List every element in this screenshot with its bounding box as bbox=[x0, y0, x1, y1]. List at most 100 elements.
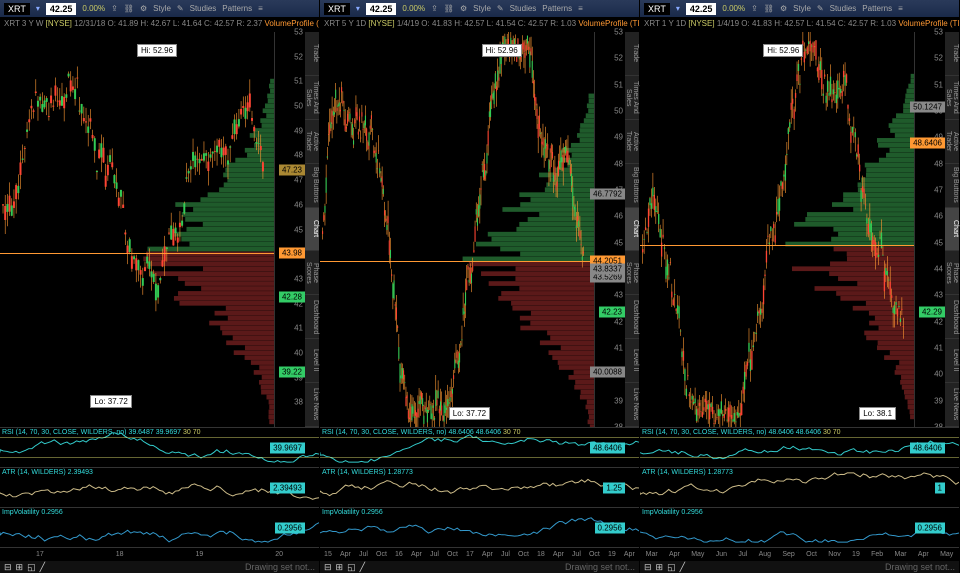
zoom-in-icon[interactable]: ⊞ bbox=[336, 562, 344, 573]
toolbar: XRT ▾ 42.25 0.00% ⇪ ⛓ ⚙ Style ✎ Studies … bbox=[0, 0, 319, 18]
iv-indicator[interactable]: ImpVolatility 0.2956 0.2956 bbox=[0, 507, 319, 547]
sidebar-tab[interactable]: Trade bbox=[625, 32, 639, 76]
price-chart[interactable]: Hi: 52.96Lo: 38.1 bbox=[640, 32, 915, 427]
high-label: Hi: 52.96 bbox=[763, 44, 803, 57]
menu-icon[interactable]: ≡ bbox=[258, 4, 263, 13]
menu-icon[interactable]: ≡ bbox=[578, 4, 583, 13]
iv-indicator[interactable]: ImpVolatility 0.2956 0.2956 bbox=[640, 507, 959, 547]
indicator-value-marker: 1 bbox=[935, 482, 945, 493]
zoom-in-icon[interactable]: ⊞ bbox=[16, 562, 24, 573]
price-chart[interactable]: Hi: 52.96Lo: 37.72 bbox=[320, 32, 595, 427]
patterns-button[interactable]: Patterns bbox=[862, 4, 892, 13]
rsi-indicator[interactable]: RSI (14, 70, 30, CLOSE, WILDERS, no) 48.… bbox=[640, 427, 959, 467]
drawings-icon[interactable]: ✎ bbox=[817, 4, 824, 13]
link-icon[interactable]: ⛓ bbox=[764, 4, 774, 13]
sidebar-tab[interactable]: Dashboard bbox=[305, 295, 319, 339]
ticker-dropdown-icon[interactable]: ▾ bbox=[36, 4, 40, 13]
link-icon[interactable]: ⛓ bbox=[124, 4, 134, 13]
chart-panel: XRT ▾ 42.25 0.00% ⇪ ⛓ ⚙ Style ✎ Studies … bbox=[640, 0, 960, 573]
zoom-out-icon[interactable]: ⊟ bbox=[324, 562, 332, 573]
right-sidebar: TradeTimes And SalesActive TraderBig But… bbox=[945, 32, 959, 427]
y-axis: 3839404142434445464748495051525346.77924… bbox=[595, 32, 625, 427]
sidebar-tab[interactable]: Level II bbox=[945, 339, 959, 383]
sidebar-tab[interactable]: Times And Sales bbox=[945, 76, 959, 120]
style-button[interactable]: Style bbox=[473, 4, 491, 13]
status-bar: ⊟⊞◱╱Drawing set not... bbox=[640, 561, 959, 573]
sidebar-tab[interactable]: Chart bbox=[945, 208, 959, 252]
sidebar-tab[interactable]: Big Buttons bbox=[625, 164, 639, 208]
sidebar-tab[interactable]: Times And Sales bbox=[625, 76, 639, 120]
cursor-icon[interactable]: ◱ bbox=[27, 562, 36, 573]
menu-icon[interactable]: ≡ bbox=[898, 4, 903, 13]
sidebar-tab[interactable]: Big Buttons bbox=[305, 164, 319, 208]
draw-icon[interactable]: ╱ bbox=[680, 562, 685, 573]
ticker-symbol[interactable]: XRT bbox=[324, 3, 350, 15]
poc-line bbox=[640, 245, 914, 246]
draw-icon[interactable]: ╱ bbox=[40, 562, 45, 573]
sidebar-tab[interactable]: Trade bbox=[305, 32, 319, 76]
price-marker: 39.22 bbox=[279, 366, 305, 377]
price-marker: 46.7792 bbox=[590, 188, 625, 199]
gear-icon[interactable]: ⚙ bbox=[780, 4, 787, 13]
drawings-icon[interactable]: ✎ bbox=[177, 4, 184, 13]
last-price: 42.25 bbox=[46, 3, 77, 15]
studies-button[interactable]: Studies bbox=[510, 4, 537, 13]
rsi-indicator[interactable]: RSI (14, 70, 30, CLOSE, WILDERS, no) 48.… bbox=[320, 427, 639, 467]
ticker-dropdown-icon[interactable]: ▾ bbox=[676, 4, 680, 13]
sidebar-tab[interactable]: Phase Scores bbox=[945, 251, 959, 295]
sidebar-tab[interactable]: Active Trader bbox=[945, 120, 959, 164]
zoom-in-icon[interactable]: ⊞ bbox=[656, 562, 664, 573]
sidebar-tab[interactable]: Chart bbox=[305, 208, 319, 252]
iv-indicator[interactable]: ImpVolatility 0.2956 0.2956 bbox=[320, 507, 639, 547]
sidebar-tab[interactable]: Level II bbox=[625, 339, 639, 383]
indicator-value-marker: 0.2956 bbox=[595, 522, 625, 533]
cursor-icon[interactable]: ◱ bbox=[347, 562, 356, 573]
sidebar-tab[interactable]: Phase Scores bbox=[625, 251, 639, 295]
style-button[interactable]: Style bbox=[793, 4, 811, 13]
patterns-button[interactable]: Patterns bbox=[222, 4, 252, 13]
patterns-button[interactable]: Patterns bbox=[542, 4, 572, 13]
sidebar-tab[interactable]: Live News bbox=[625, 383, 639, 427]
link-icon[interactable]: ⛓ bbox=[444, 4, 454, 13]
atr-indicator[interactable]: ATR (14, WILDERS) 1.28773 1.25 bbox=[320, 467, 639, 507]
sidebar-tab[interactable]: Active Trader bbox=[625, 120, 639, 164]
sidebar-tab[interactable]: Chart bbox=[625, 208, 639, 252]
sidebar-tab[interactable]: Dashboard bbox=[625, 295, 639, 339]
chart-area[interactable]: Hi: 52.96Lo: 38.138394041424344454647484… bbox=[640, 32, 959, 427]
change-pct: 0.00% bbox=[722, 4, 745, 13]
draw-icon[interactable]: ╱ bbox=[360, 562, 365, 573]
sidebar-tab[interactable]: Phase Scores bbox=[305, 251, 319, 295]
atr-indicator[interactable]: ATR (14, WILDERS) 1.28773 1 bbox=[640, 467, 959, 507]
sidebar-tab[interactable]: Level II bbox=[305, 339, 319, 383]
sidebar-tab[interactable]: Live News bbox=[945, 383, 959, 427]
zoom-out-icon[interactable]: ⊟ bbox=[4, 562, 12, 573]
atr-indicator[interactable]: ATR (14, WILDERS) 2.39493 2.39493 bbox=[0, 467, 319, 507]
sidebar-tab[interactable]: Big Buttons bbox=[945, 164, 959, 208]
toolbar: XRT ▾ 42.25 0.00% ⇪ ⛓ ⚙ Style ✎ Studies … bbox=[320, 0, 639, 18]
style-button[interactable]: Style bbox=[153, 4, 171, 13]
gear-icon[interactable]: ⚙ bbox=[140, 4, 147, 13]
sidebar-tab[interactable]: Active Trader bbox=[305, 120, 319, 164]
price-marker: 40.0088 bbox=[590, 366, 625, 377]
ticker-symbol[interactable]: XRT bbox=[644, 3, 670, 15]
share-icon[interactable]: ⇪ bbox=[751, 4, 758, 13]
share-icon[interactable]: ⇪ bbox=[431, 4, 438, 13]
studies-button[interactable]: Studies bbox=[190, 4, 217, 13]
studies-button[interactable]: Studies bbox=[830, 4, 857, 13]
zoom-out-icon[interactable]: ⊟ bbox=[644, 562, 652, 573]
rsi-indicator[interactable]: RSI (14, 70, 30, CLOSE, WILDERS, no) 39.… bbox=[0, 427, 319, 467]
gear-icon[interactable]: ⚙ bbox=[460, 4, 467, 13]
chart-area[interactable]: Hi: 52.96Lo: 37.723839404142434445464748… bbox=[0, 32, 319, 427]
chart-area[interactable]: Hi: 52.96Lo: 37.723839404142434445464748… bbox=[320, 32, 639, 427]
share-icon[interactable]: ⇪ bbox=[111, 4, 118, 13]
low-label: Lo: 37.72 bbox=[449, 407, 490, 420]
sidebar-tab[interactable]: Trade bbox=[945, 32, 959, 76]
drawings-icon[interactable]: ✎ bbox=[497, 4, 504, 13]
ticker-dropdown-icon[interactable]: ▾ bbox=[356, 4, 360, 13]
ticker-symbol[interactable]: XRT bbox=[4, 3, 30, 15]
sidebar-tab[interactable]: Times And Sales bbox=[305, 76, 319, 120]
sidebar-tab[interactable]: Dashboard bbox=[945, 295, 959, 339]
sidebar-tab[interactable]: Live News bbox=[305, 383, 319, 427]
cursor-icon[interactable]: ◱ bbox=[667, 562, 676, 573]
price-chart[interactable]: Hi: 52.96Lo: 37.72 bbox=[0, 32, 275, 427]
